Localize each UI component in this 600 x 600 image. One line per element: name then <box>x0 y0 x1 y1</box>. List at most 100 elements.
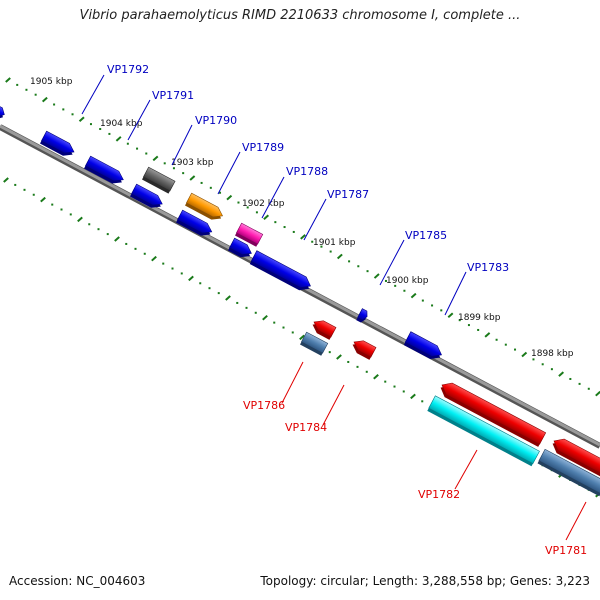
feature-vp1785[interactable] <box>356 308 369 324</box>
feature-blue-edge-body <box>0 103 5 118</box>
feature-vp1790-blue[interactable] <box>176 209 214 239</box>
major-tick <box>77 216 83 223</box>
minor-tick <box>541 363 544 366</box>
feature-vp1784[interactable] <box>350 337 377 360</box>
feature-vp1788[interactable] <box>228 237 254 261</box>
gene-label-vp1790[interactable]: VP1790 <box>195 114 237 127</box>
feature-vp1786[interactable] <box>300 331 329 356</box>
feature-vp1787-body <box>250 250 311 288</box>
feature-vp1782[interactable] <box>427 395 540 467</box>
minor-tick <box>356 365 359 368</box>
minor-tick <box>34 93 37 96</box>
gene-label-vp1786[interactable]: VP1786 <box>243 399 285 412</box>
minor-tick <box>458 319 461 322</box>
minor-tick <box>237 201 240 204</box>
feature-vp1789-body <box>236 222 264 245</box>
feature-vp1785-body <box>357 308 368 321</box>
gene-label-vp1787[interactable]: VP1787 <box>327 188 369 201</box>
minor-tick <box>108 132 111 135</box>
kbp-label-1898: 1898 kbp <box>531 349 574 359</box>
kbp-label-1904: 1904 kbp <box>100 119 143 129</box>
minor-tick <box>320 245 323 248</box>
minor-tick <box>328 351 331 354</box>
kbp-label-1903: 1903 kbp <box>171 158 214 168</box>
minor-tick <box>587 387 590 390</box>
minor-tick <box>357 265 360 268</box>
gene-label-vp1781[interactable]: VP1781 <box>545 544 587 557</box>
minor-tick <box>431 304 434 307</box>
gene-label-vp1784[interactable]: VP1784 <box>285 421 327 434</box>
minor-tick <box>143 252 146 255</box>
minor-tick <box>393 385 396 388</box>
feature-vp1786-red-body <box>313 320 337 338</box>
feature-vp1781-red-body <box>553 438 600 476</box>
minor-tick <box>180 272 183 275</box>
minor-tick <box>126 142 129 145</box>
feature-vp1786-body <box>301 331 329 354</box>
minor-tick <box>25 88 28 91</box>
minor-tick <box>421 299 424 302</box>
major-tick <box>447 312 454 319</box>
minor-tick <box>14 183 17 186</box>
feature-vp1783-body <box>404 331 442 357</box>
feature-vp1791[interactable] <box>84 155 126 187</box>
feature-vp1784-body <box>353 340 377 358</box>
minor-tick <box>200 181 203 184</box>
callout-vp1782 <box>454 449 478 490</box>
minor-tick <box>136 147 139 150</box>
minor-tick <box>172 167 175 170</box>
minor-tick <box>88 223 91 226</box>
feature-vp1782-red[interactable] <box>438 379 547 447</box>
feature-vp1790-body <box>186 192 224 218</box>
minor-tick <box>125 242 128 245</box>
feature-vp1790-gray[interactable] <box>142 166 176 194</box>
callout-vp1788 <box>261 176 285 219</box>
major-tick <box>336 253 343 260</box>
feature-vp1789[interactable] <box>235 222 264 247</box>
major-tick <box>558 371 565 377</box>
minor-tick <box>162 262 165 265</box>
feature-vp1787[interactable] <box>249 250 314 294</box>
feature-vp1781-red[interactable] <box>550 435 600 478</box>
minor-tick <box>16 83 19 86</box>
major-tick <box>114 236 120 242</box>
gene-label-vp1783[interactable]: VP1783 <box>467 261 509 274</box>
major-tick <box>373 373 379 380</box>
feature-vp1783[interactable] <box>403 331 445 363</box>
kbp-label-1899: 1899 kbp <box>458 313 501 323</box>
minor-tick <box>348 260 351 263</box>
major-tick <box>5 77 11 83</box>
feature-vp1791b[interactable] <box>130 183 165 211</box>
feature-vp1791b-body <box>131 183 163 206</box>
major-tick <box>484 332 491 338</box>
callout-vp1789 <box>217 151 241 195</box>
minor-tick <box>208 287 211 290</box>
minor-tick <box>550 368 553 371</box>
gene-label-vp1791[interactable]: VP1791 <box>152 89 194 102</box>
minor-tick <box>495 338 498 341</box>
minor-tick <box>329 250 332 253</box>
kbp-label-1901: 1901 kbp <box>313 238 356 248</box>
gene-label-vp1792[interactable]: VP1792 <box>107 63 149 76</box>
gene-label-vp1782[interactable]: VP1782 <box>418 488 460 501</box>
minor-tick <box>23 188 26 191</box>
feature-vp1782-red-body <box>441 382 547 445</box>
gene-label-vp1788[interactable]: VP1788 <box>286 165 328 178</box>
callout-vp1785 <box>379 239 405 286</box>
major-tick <box>40 196 46 203</box>
minor-tick <box>32 193 35 196</box>
minor-tick <box>254 311 257 314</box>
gene-label-vp1785[interactable]: VP1785 <box>405 229 447 242</box>
feature-blue-edge[interactable] <box>0 103 7 122</box>
feature-vp1792[interactable] <box>40 130 77 159</box>
feature-vp1786-red[interactable] <box>310 317 337 340</box>
major-tick <box>410 393 416 400</box>
feature-vp1781[interactable] <box>537 448 600 497</box>
feature-vp1790[interactable] <box>185 192 225 223</box>
accession-text: Accession: NC_004603 <box>9 574 146 588</box>
gene-label-vp1789[interactable]: VP1789 <box>242 141 284 154</box>
minor-tick <box>292 230 295 233</box>
kbp-label-1905: 1905 kbp <box>30 77 73 87</box>
gene-features <box>0 103 600 497</box>
